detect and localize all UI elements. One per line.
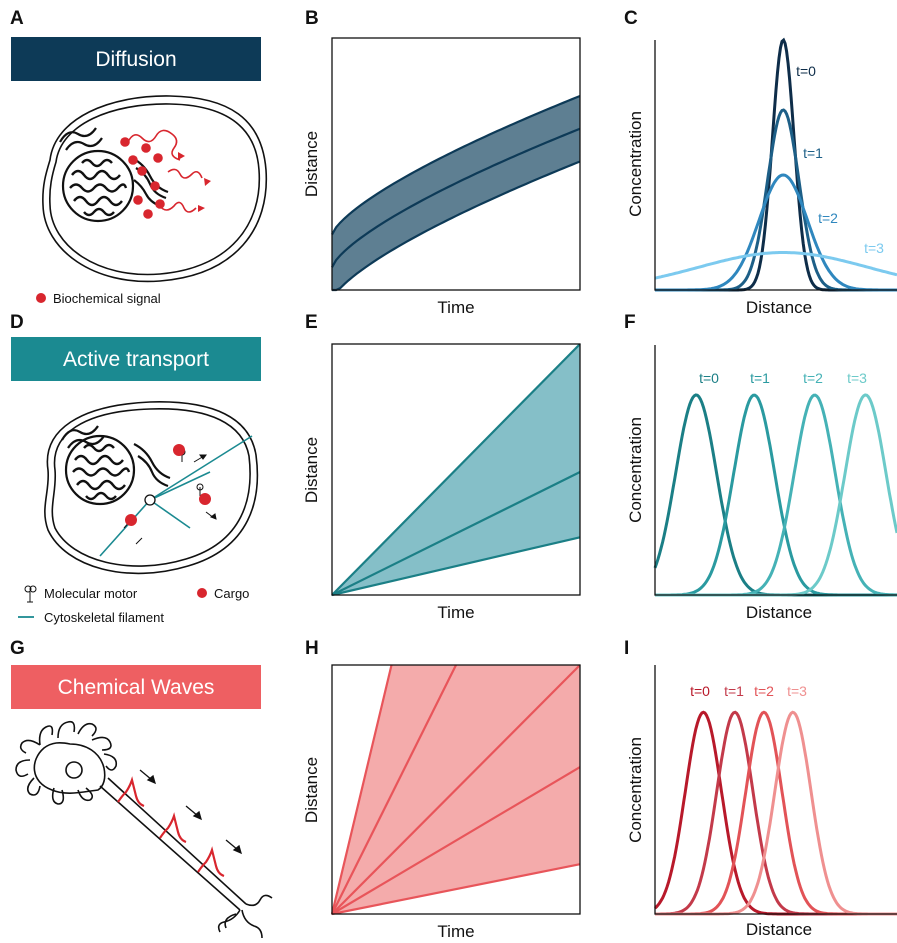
- chart-f-series-label-3: t=3: [847, 370, 867, 386]
- chart-i-series-1: [655, 710, 897, 916]
- diffusion-random-walk-paths: [127, 129, 203, 213]
- chemical-waves-banner-title: Chemical Waves: [58, 676, 215, 699]
- chart-i-series-label-3: t=3: [787, 683, 807, 699]
- diffusion-nucleus: [61, 149, 135, 223]
- chart-f-concentration-active-transport: t=0 t=1 t=2 t=3: [653, 345, 897, 597]
- chart-b-line-1: [331, 127, 581, 268]
- active-transport-banner-title: Active transport: [63, 348, 209, 371]
- molecular-motor-legend-label: Molecular motor: [44, 586, 138, 601]
- chart-i-axes: [654, 665, 897, 915]
- chart-h-frame: [331, 664, 581, 915]
- chart-b-ylabel: Distance: [302, 131, 321, 197]
- active-transport-cell-illustration: [44, 401, 259, 575]
- chart-h-line-0: [330, 664, 393, 915]
- chart-c-series-3: [654, 251, 897, 280]
- cargo-legend-label: Cargo: [214, 586, 249, 601]
- biochemical-signal-legend-label: Biochemical signal: [53, 291, 161, 306]
- chart-i-xlabel: Distance: [746, 920, 812, 939]
- chart-f-xlabel: Distance: [746, 603, 812, 622]
- chart-e-frame: [331, 343, 581, 596]
- active-transport-banner: [11, 337, 261, 381]
- chart-c-xlabel: Distance: [746, 298, 812, 317]
- panel-letter-f: F: [624, 312, 636, 333]
- neuron-nucleus: [65, 761, 83, 779]
- chart-f-series-2: [655, 393, 897, 597]
- chart-b-spread-area: [332, 95, 580, 291]
- chart-h-line-4: [331, 863, 581, 916]
- chart-e-ylabel: Distance: [302, 437, 321, 503]
- transport-direction-arrows: [135, 454, 217, 545]
- panel-letter-h: H: [305, 638, 319, 659]
- chart-e-line-1: [331, 471, 581, 596]
- chart-b-line-0: [331, 94, 581, 236]
- chart-i-series-0: [653, 710, 897, 916]
- chart-f-series-label-2: t=2: [803, 370, 823, 386]
- chart-i-concentration-chemical-waves: t=0 t=1 t=2 t=3: [653, 665, 897, 916]
- cargo-particles: [125, 444, 211, 526]
- chart-h-ylabel: Distance: [302, 757, 321, 823]
- chart-c-series-label-1: t=1: [803, 145, 823, 161]
- cytoskeletal-filaments: [99, 435, 253, 557]
- wave-direction-arrows: [139, 769, 243, 855]
- chart-b-frame: [331, 37, 581, 291]
- biochemical-signal-legend-dot: [36, 293, 46, 303]
- chart-i-series-label-2: t=2: [754, 683, 774, 699]
- chemical-waves-banner: [11, 665, 261, 709]
- chart-h-xlabel: Time: [437, 922, 474, 941]
- panel-letter-e: E: [305, 312, 318, 333]
- diffusion-arrowheads: [178, 152, 211, 212]
- wave-pulses: [117, 776, 225, 878]
- chart-i-series-label-0: t=0: [690, 683, 710, 699]
- panel-letter-b: B: [305, 8, 319, 29]
- chart-f-series-label-0: t=0: [699, 370, 719, 386]
- chart-h-line-2: [331, 664, 581, 915]
- chart-e-line-2: [331, 536, 581, 597]
- chart-b-line-2: [332, 160, 581, 292]
- chart-h-time-distance-chemical-waves: [330, 664, 581, 916]
- diffusion-banner-title: Diffusion: [95, 48, 176, 71]
- chart-c-series-label-2: t=2: [818, 210, 838, 226]
- biochemical-signal-particles: [120, 137, 165, 219]
- chart-c-concentration-diffusion: t=0 t=1 t=2 t=3: [654, 37, 897, 292]
- panel-letter-g: G: [10, 638, 25, 659]
- chart-f-series-label-1: t=1: [750, 370, 770, 386]
- panel-letter-d: D: [10, 312, 24, 333]
- chart-e-line-0: [331, 343, 581, 596]
- chart-b-xlabel: Time: [437, 298, 474, 317]
- chart-c-series-label-3: t=3: [864, 240, 884, 256]
- chart-h-line-1: [331, 664, 457, 915]
- diffusion-cell-illustration: [42, 95, 268, 283]
- chart-b-time-distance-diffusion: [331, 94, 581, 292]
- neuron-illustration: [15, 720, 273, 939]
- panel-letter-i: I: [624, 638, 629, 659]
- active-transport-golgi: [61, 425, 171, 488]
- chart-e-time-distance-active-transport: [331, 343, 581, 597]
- cargo-legend-dot: [197, 588, 207, 598]
- chart-i-ylabel: Concentration: [626, 737, 645, 843]
- chart-i-series-2: [655, 710, 897, 916]
- chart-i-series-3: [655, 710, 897, 916]
- panel-letter-c: C: [624, 8, 638, 29]
- cytoskeletal-filament-legend-label: Cytoskeletal filament: [44, 610, 164, 625]
- diffusion-banner: [11, 37, 261, 81]
- chart-c-ylabel: Concentration: [626, 111, 645, 217]
- chart-e-xlabel: Time: [437, 603, 474, 622]
- chart-c-axes: [654, 40, 897, 291]
- active-transport-nucleus: [64, 434, 136, 506]
- chart-f-ylabel: Concentration: [626, 417, 645, 523]
- chart-c-series-1: [655, 108, 897, 292]
- centrosome: [144, 494, 156, 506]
- chart-i-series-label-1: t=1: [724, 683, 744, 699]
- panel-letter-a: A: [10, 8, 24, 29]
- chart-c-series-label-0: t=0: [796, 63, 816, 79]
- chart-f-axes: [654, 345, 897, 596]
- chart-c-series-2: [655, 173, 897, 292]
- molecular-motor-legend-icon: [24, 585, 37, 603]
- chart-h-line-3: [331, 766, 581, 915]
